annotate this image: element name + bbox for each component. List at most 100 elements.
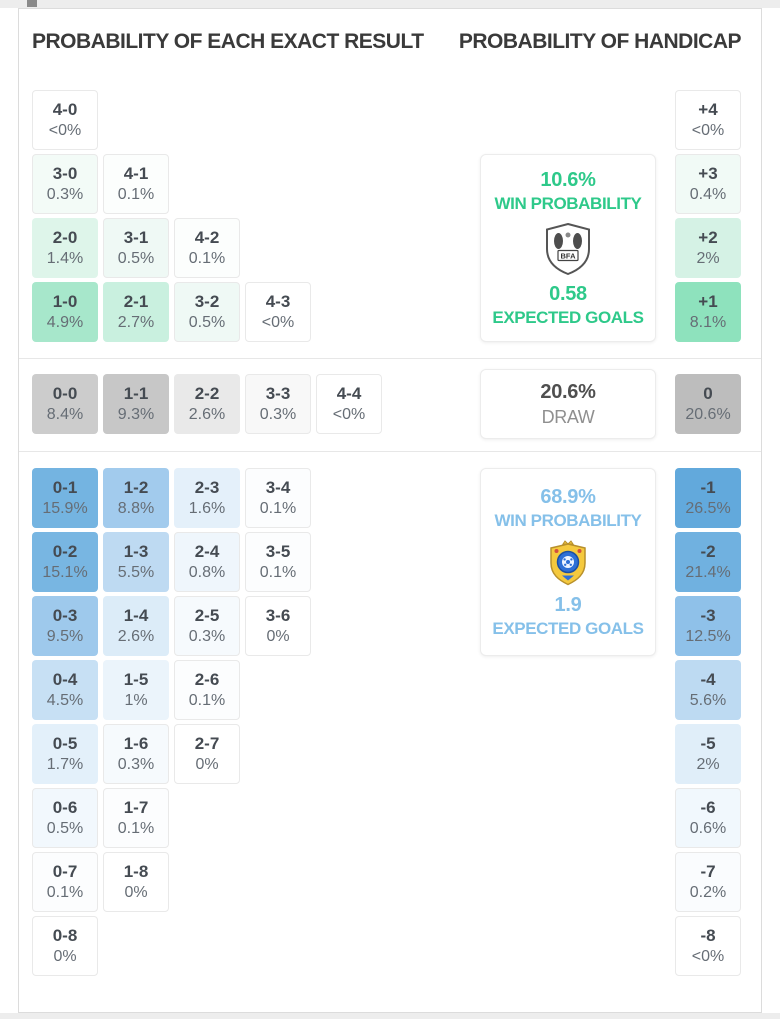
cell-probability: 0.1% [188,249,226,267]
result-cell: 1-4 2.6% [103,596,169,656]
cell-probability: 0.1% [46,883,84,901]
cell-score: 0-5 [52,734,78,754]
result-cell: 1-8 0% [103,852,169,912]
exact-result-title: PROBABILITY OF EACH EXACT RESULT [32,29,424,53]
cell-score: 1-3 [123,542,149,562]
cell-score: -4 [700,670,716,690]
cell-score: 2-1 [123,292,149,312]
result-cell: 1-0 4.9% [32,282,98,342]
handicap-cell: 0 20.6% [675,374,741,434]
cell-probability: 9.5% [46,627,84,645]
result-cell: 4-3 <0% [245,282,311,342]
cell-score: 0-2 [52,542,78,562]
cell-probability: 0% [266,627,290,645]
cell-probability: 12.5% [685,627,731,645]
cell-score: 0-6 [52,798,78,818]
result-cell: 0-3 9.5% [32,596,98,656]
section-divider [19,357,761,359]
cell-probability: 2% [696,755,720,773]
cell-score: +3 [698,164,718,184]
cell-probability: 15.1% [42,563,88,581]
away-team-badge [550,539,586,585]
cell-score: 4-0 [52,100,78,120]
result-cell: 3-6 0% [245,596,311,656]
handicap-cell: -6 0.6% [675,788,741,848]
result-cell: 2-6 0.1% [174,660,240,720]
cell-score: 1-6 [123,734,149,754]
cell-probability: 21.4% [685,563,731,581]
forecast-grid: 10.6% WIN PROBABILITY BFA 0.58 EXPECTED … [19,90,761,976]
bottom-edge-strip [0,1013,780,1019]
result-cell: 2-0 1.4% [32,218,98,278]
cell-probability: 0.4% [689,185,727,203]
result-cell: 3-2 0.5% [174,282,240,342]
cell-score: 3-5 [265,542,291,562]
cell-score: 0-4 [52,670,78,690]
home-win-probability-box: 10.6% WIN PROBABILITY BFA 0.58 EXPECTED … [480,154,656,342]
cell-probability: 2.7% [117,313,155,331]
cell-probability: 2.6% [188,405,226,423]
cell-score: 3-0 [52,164,78,184]
home-expected-goals: 0.58 [549,282,587,305]
result-cell: 1-7 0.1% [103,788,169,848]
cell-score: +2 [698,228,718,248]
cell-probability: 0% [53,947,77,965]
top-edge-strip [0,0,780,8]
home-win-label: WIN PROBABILITY [494,193,642,213]
result-cell: 0-6 0.5% [32,788,98,848]
cell-score: -3 [700,606,716,626]
result-cell: 1-1 9.3% [103,374,169,434]
cell-probability: 8.1% [689,313,727,331]
cell-probability: 2% [696,249,720,267]
cell-probability: 0.8% [188,563,226,581]
cell-score: 1-5 [123,670,149,690]
cell-score: 4-4 [336,384,362,404]
cell-probability: 0.1% [259,563,297,581]
result-cell: 3-3 0.3% [245,374,311,434]
cell-score: 3-1 [123,228,149,248]
handicap-cell: +3 0.4% [675,154,741,214]
draw-pct: 20.6% [540,380,596,403]
cell-probability: 0.1% [188,691,226,709]
result-cell: 2-2 2.6% [174,374,240,434]
cell-score: 1-2 [123,478,149,498]
draw-probability-box: 20.6% DRAW [480,369,656,439]
result-cell: 2-7 0% [174,724,240,784]
result-cell: 2-1 2.7% [103,282,169,342]
cell-score: +4 [698,100,718,120]
cell-probability: <0% [691,947,725,965]
cell-probability: 8.8% [117,499,155,517]
cell-score: 1-4 [123,606,149,626]
cell-score: 1-0 [52,292,78,312]
cell-score: 0-8 [52,926,78,946]
cell-probability: 1% [124,691,148,709]
result-cell: 4-1 0.1% [103,154,169,214]
cell-score: -2 [700,542,716,562]
cell-probability: 0.3% [188,627,226,645]
cell-score: 0-0 [52,384,78,404]
cell-score: 3-4 [265,478,291,498]
result-cell: 3-5 0.1% [245,532,311,592]
cell-probability: 0.1% [117,819,155,837]
forecast-card: PROBABILITY OF EACH EXACT RESULT PROBABI… [18,8,762,1013]
away-expected-goals-label: EXPECTED GOALS [492,618,644,638]
handicap-cell: -8 <0% [675,916,741,976]
cell-probability: 0.1% [117,185,155,203]
handicap-cell: +2 2% [675,218,741,278]
cell-score: +1 [698,292,718,312]
result-cell: 1-5 1% [103,660,169,720]
cell-score: -1 [700,478,716,498]
cell-probability: <0% [261,313,295,331]
result-cell: 4-4 <0% [316,374,382,434]
cell-score: -8 [700,926,716,946]
away-win-label: WIN PROBABILITY [494,510,642,530]
cell-probability: 0.3% [117,755,155,773]
cell-score: 2-3 [194,478,220,498]
cell-score: 0-1 [52,478,78,498]
result-cell: 1-6 0.3% [103,724,169,784]
cell-score: 2-7 [194,734,220,754]
cell-score: 3-3 [265,384,291,404]
cell-score: -7 [700,862,716,882]
home-team-badge: BFA [546,222,590,275]
result-cell: 1-3 5.5% [103,532,169,592]
